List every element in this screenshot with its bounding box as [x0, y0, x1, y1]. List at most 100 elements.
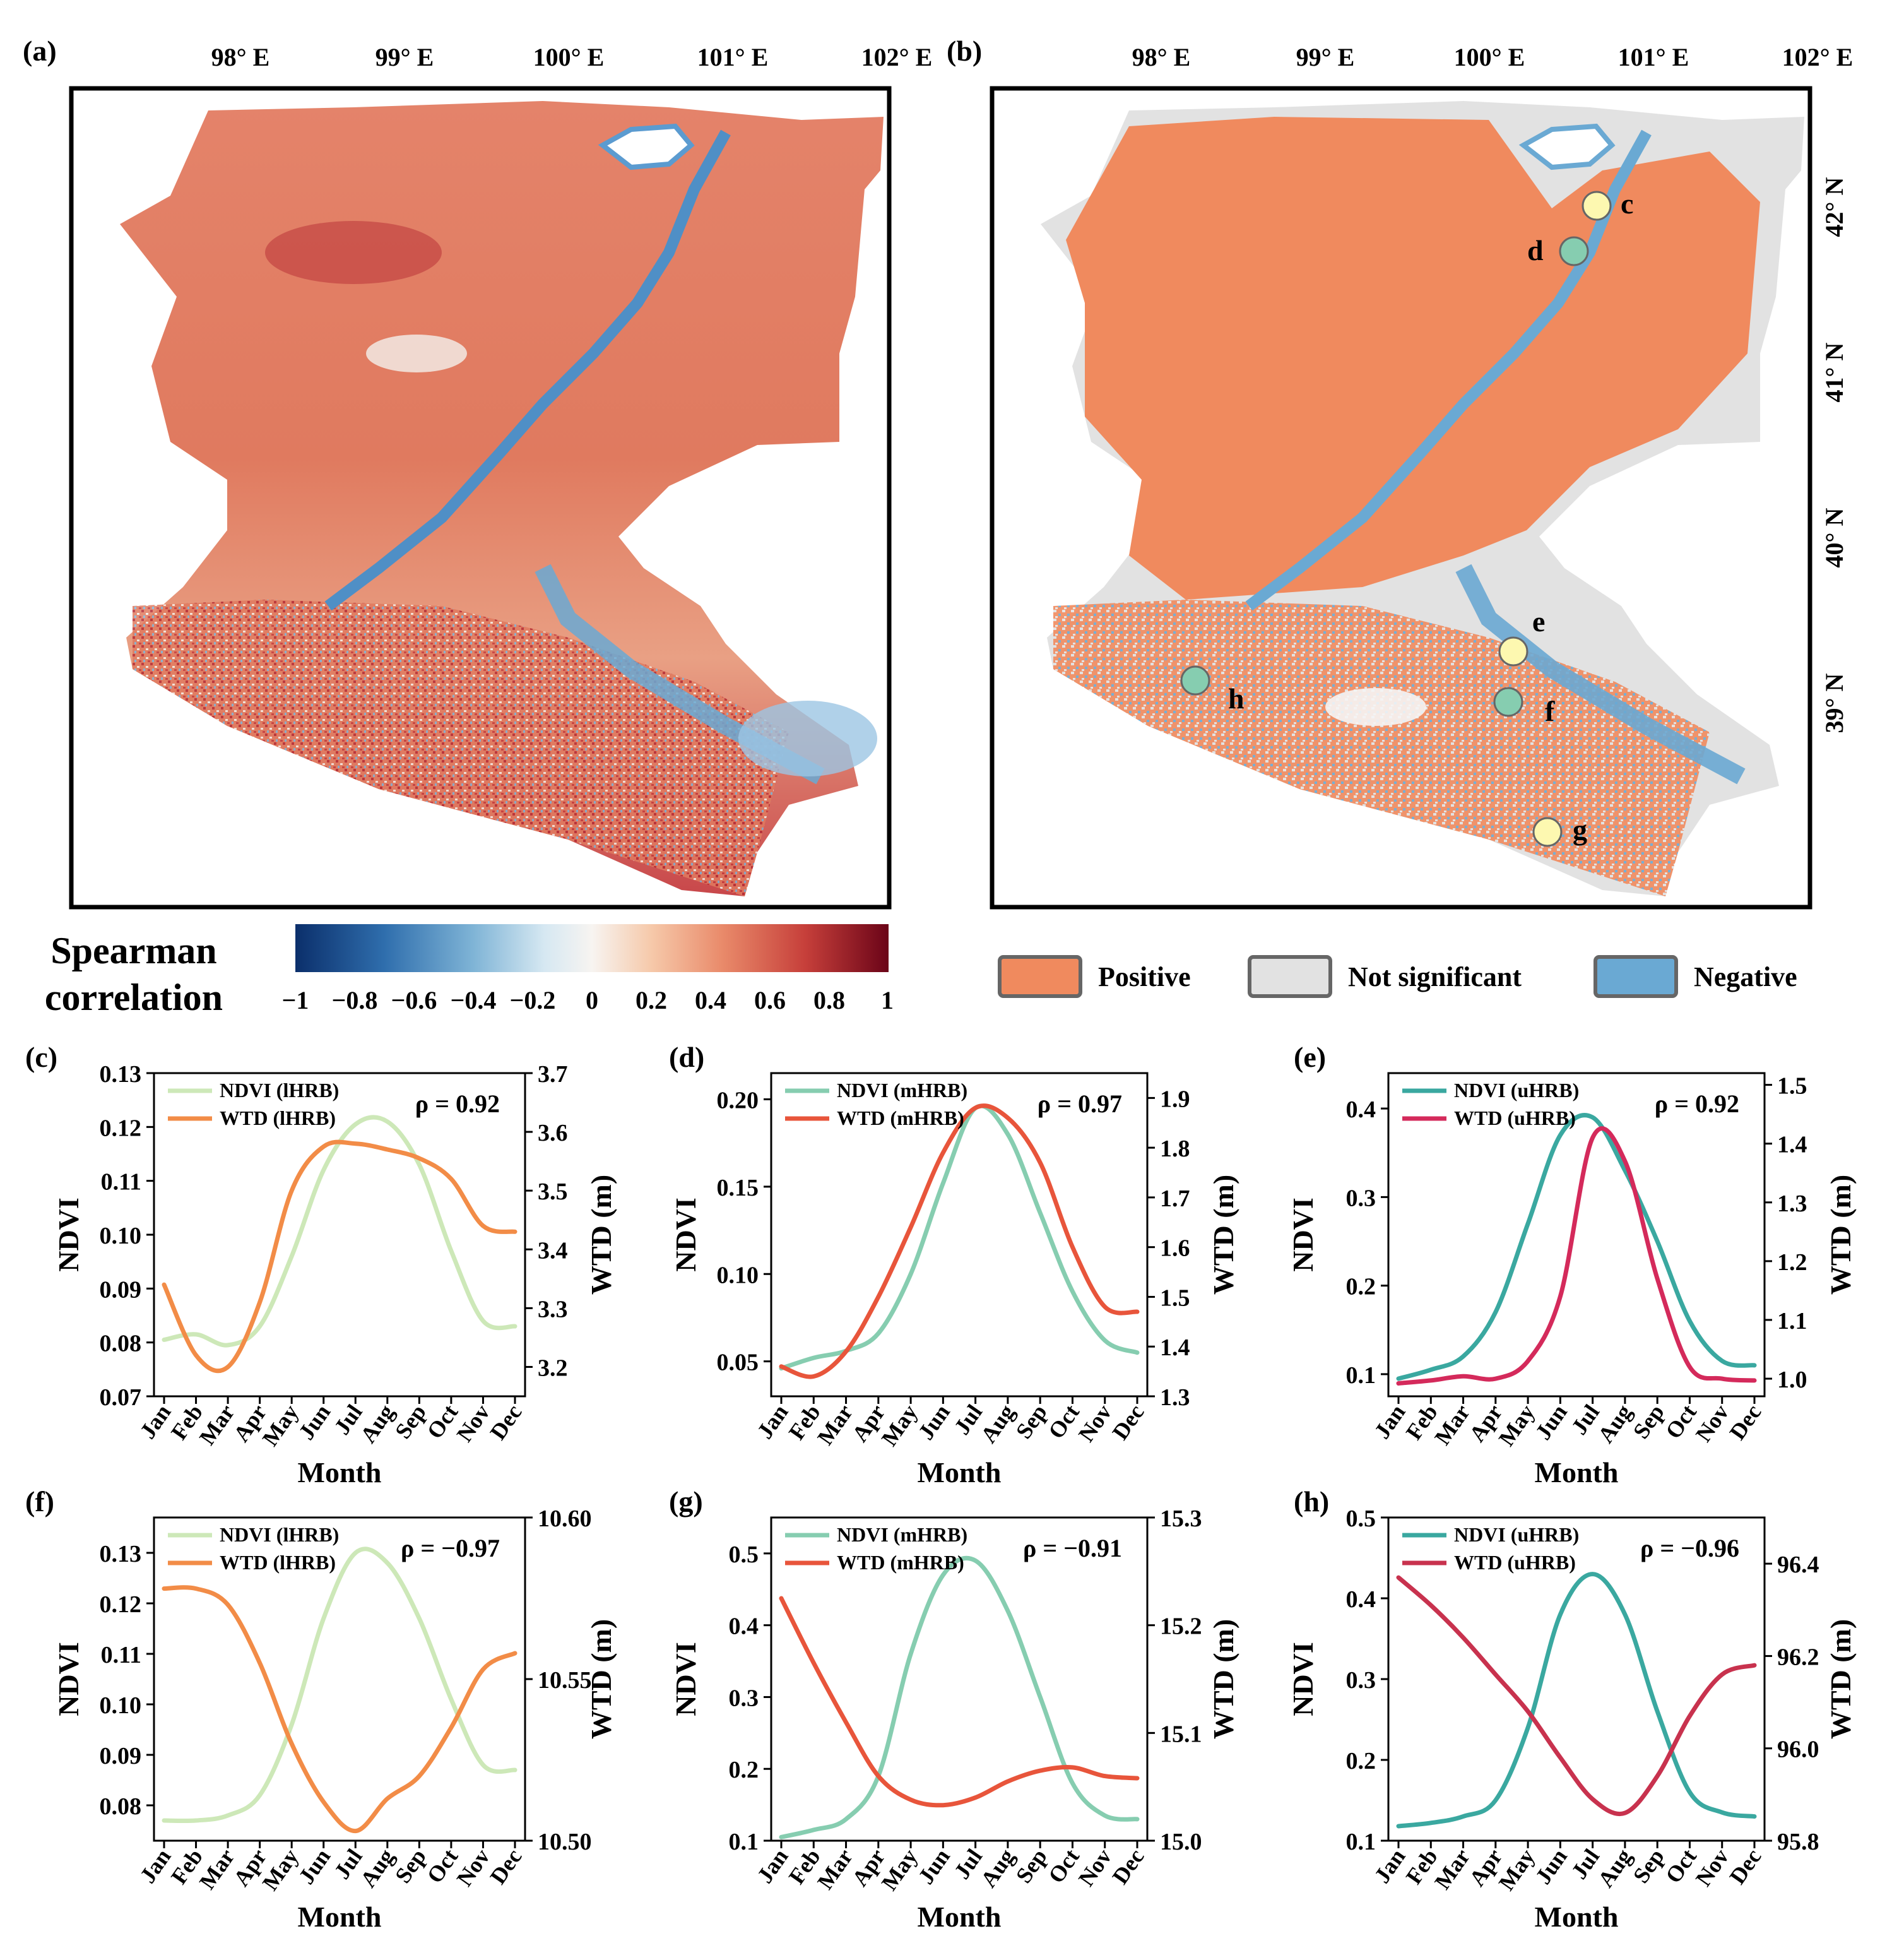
- right-tick-label: 15.3: [1160, 1506, 1202, 1532]
- legend-label-positive: Positive: [1098, 961, 1191, 992]
- y-axis-label-left: NDVI: [52, 1197, 85, 1272]
- lon-label: 102° E: [861, 43, 933, 71]
- site-label-g: g: [1573, 814, 1587, 846]
- x-tick-label: Dec: [1108, 1400, 1149, 1444]
- left-tick-label: 0.2: [1346, 1274, 1376, 1300]
- colorbar: Spearman correlation −1 −0.8 −0.6 −0.4 −…: [45, 924, 894, 1018]
- chart-panel-g: (g)0.10.20.30.40.515.015.115.215.3JanFeb…: [669, 1485, 1239, 1933]
- right-tick-label: 3.7: [538, 1061, 568, 1088]
- left-tick-label: 0.11: [101, 1642, 141, 1668]
- x-tick-label: Oct: [422, 1844, 463, 1888]
- lat-labels-b: 42° N 41° N 40° N 39° N: [1820, 177, 1848, 733]
- chart-panel-h: (h)0.10.20.30.40.595.896.096.296.4JanFeb…: [1287, 1485, 1857, 1933]
- chart-panel-f: (f) 0.08 0.09 0.10 0.11 0.12 0.13 10.50 10.55 10.…: [25, 1485, 617, 1933]
- site-marker-c: [1582, 191, 1612, 221]
- left-tick-label: 0.1: [729, 1829, 759, 1855]
- left-tick-label: 0.05: [717, 1350, 759, 1376]
- left-tick-label: 0.13: [100, 1541, 142, 1567]
- series-line-wtd: [779, 1103, 1140, 1379]
- x-tick-label: Nov: [1073, 1844, 1116, 1891]
- rho-annotation: ρ = 0.97: [1038, 1090, 1122, 1118]
- site-label-d: d: [1527, 234, 1544, 266]
- map-frame-b: [990, 86, 1812, 910]
- colorbar-tick: −0.2: [510, 986, 556, 1014]
- left-tick-label: 0.20: [717, 1088, 759, 1114]
- left-tick-label: 0.08: [100, 1793, 142, 1820]
- legend-label: WTD (mHRB): [837, 1107, 964, 1129]
- series-line-ndvi: [162, 1547, 517, 1824]
- colorbar-title-line2: correlation: [45, 977, 223, 1018]
- lat-label: 39° N: [1820, 673, 1848, 733]
- legend-label: WTD (mHRB): [837, 1551, 964, 1574]
- left-tick-label: 0.07: [100, 1384, 142, 1411]
- lake-a: [598, 123, 695, 170]
- y-axis-label-right: WTD (m): [1207, 1175, 1239, 1295]
- white-patch-a: [366, 335, 467, 372]
- panel-tag-f: (f): [25, 1485, 54, 1518]
- x-tick-label: Aug: [976, 1400, 1019, 1447]
- left-tick-label: 0.12: [100, 1115, 142, 1141]
- x-tick-label: Oct: [1660, 1844, 1701, 1888]
- left-tick-label: 0.4: [729, 1613, 759, 1640]
- site-marker-g: [1532, 817, 1563, 847]
- right-tick-label: 1.4: [1160, 1334, 1190, 1361]
- y-axis-label-right: WTD (m): [585, 1175, 617, 1295]
- right-tick-label: 3.3: [538, 1296, 568, 1322]
- series-line-wtd: [779, 1596, 1140, 1808]
- right-tick-label: 3.6: [538, 1120, 568, 1146]
- legend-swatch-positive: [998, 955, 1082, 998]
- x-tick-label: Mar: [1429, 1400, 1475, 1450]
- site-label-c: c: [1621, 187, 1633, 220]
- right-tick-label: 1.5: [1777, 1073, 1807, 1100]
- left-tick-label: 0.15: [717, 1175, 759, 1201]
- right-tick-label: 3.4: [538, 1237, 568, 1264]
- x-tick-label: Oct: [1043, 1400, 1084, 1444]
- x-tick-label: May: [1494, 1400, 1540, 1451]
- colorbar-gradient: [295, 924, 889, 972]
- right-tick-label: 96.0: [1777, 1737, 1819, 1763]
- right-tick-label: 10.50: [538, 1829, 592, 1855]
- chart-panel-c: (c) 0.07 0.08 0.09 0.10 0.11 0.12 0.13 3.2 3.3 3.4…: [25, 1041, 617, 1488]
- legend-label: NDVI (lHRB): [220, 1523, 339, 1546]
- panel-tag-d: (d): [669, 1041, 704, 1073]
- panel-tag-a: (a): [23, 35, 57, 67]
- x-axis-label: Month: [298, 1901, 382, 1933]
- right-tick-label: 15.1: [1160, 1721, 1202, 1747]
- right-tick-label: 1.5: [1160, 1285, 1190, 1311]
- x-tick-label: Jun: [1530, 1844, 1572, 1889]
- left-tick-label: 0.12: [100, 1591, 142, 1618]
- lat-label: 40° N: [1820, 508, 1848, 567]
- lon-label: 100° E: [533, 43, 605, 71]
- legend-label: WTD (lHRB): [220, 1107, 336, 1129]
- left-tick-label: 0.3: [1346, 1185, 1376, 1211]
- left-tick-label: 0.5: [729, 1541, 759, 1568]
- x-tick-label: Oct: [1660, 1400, 1701, 1444]
- x-tick-label: Sep: [1628, 1400, 1669, 1444]
- y-axis-label-left: NDVI: [1287, 1197, 1319, 1272]
- y-axis-label-left: NDVI: [1287, 1642, 1319, 1716]
- series-line-ndvi: [1396, 1572, 1757, 1829]
- chart-panel-d: (d) 0.05 0.10 0.15 0.20 1.3 1.4 1.5 1.6 1.7 1.8 1.9…: [669, 1041, 1239, 1488]
- lon-label: 101° E: [697, 43, 769, 71]
- y-axis-label-right: WTD (m): [585, 1619, 617, 1739]
- site-marker-d: [1559, 236, 1589, 266]
- left-tick-label: 0.10: [100, 1692, 142, 1719]
- site-marker-f: [1493, 687, 1523, 717]
- river-a: [324, 129, 731, 611]
- x-tick-label: Jun: [913, 1844, 955, 1889]
- right-tick-label: 96.4: [1777, 1552, 1819, 1578]
- left-tick-label: 0.09: [100, 1743, 142, 1769]
- x-tick-label: Jun: [293, 1400, 335, 1444]
- panel-tag-g: (g): [669, 1485, 703, 1518]
- x-tick-label: Sep: [1011, 1844, 1052, 1888]
- x-tick-label: Nov: [1073, 1400, 1116, 1447]
- lat-label: 41° N: [1820, 342, 1848, 402]
- lon-labels-b: 98° E 99° E 100° E 101° E 102° E: [1132, 43, 1854, 71]
- x-tick-label: Nov: [452, 1844, 495, 1891]
- site-label-h: h: [1228, 682, 1245, 715]
- x-tick-label: May: [877, 1400, 923, 1451]
- colorbar-tick: 0.6: [754, 986, 786, 1014]
- white-patch-b: [1325, 688, 1426, 726]
- panel-tag-b: (b): [947, 35, 982, 67]
- right-tick-label: 95.8: [1777, 1829, 1819, 1855]
